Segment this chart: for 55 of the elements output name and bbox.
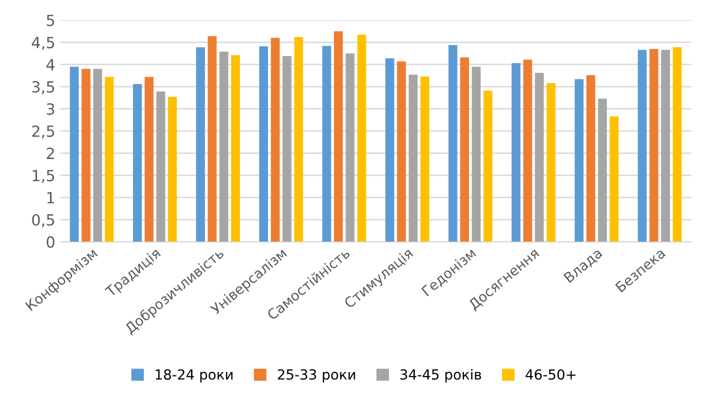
bar [282,56,292,242]
bar [420,76,430,242]
bar [196,47,205,242]
bar [132,84,142,242]
bar [93,68,102,242]
bar [144,76,154,242]
bar [357,34,366,242]
y-tick-label: 4,5 [32,36,54,50]
bar [534,72,544,242]
bar [408,74,418,242]
bar [484,90,492,242]
y-tick-label: 3,5 [32,81,54,94]
bar [546,83,556,242]
bar [104,76,114,242]
y-tick-label: 5 [46,14,54,26]
bar [385,58,394,242]
y-tick-label: 1,5 [32,170,54,183]
bar [649,48,658,242]
y-tick-label: 0 [46,236,54,248]
bar [334,31,343,242]
bar [219,52,228,242]
bar [610,116,619,242]
bar [208,36,217,242]
legend-label: 18-24 роки [156,369,233,382]
bar [586,75,596,242]
bar [598,98,607,242]
legend-label: 34-45 років [400,369,482,382]
bar [672,47,682,242]
bar [512,63,520,242]
bar [168,96,177,242]
bar [638,50,647,242]
bar [259,46,268,242]
y-tick-label: 2,5 [32,125,54,139]
legend-label: 25-33 роки [278,369,356,382]
bar [156,92,166,242]
y-tick-label: 1 [47,192,54,204]
legend-label: 46-50+ [526,369,576,380]
bar [70,66,79,242]
bar [448,44,458,242]
bar [346,53,354,242]
y-tick-label: 2 [46,148,54,159]
y-tick-label: 3 [46,103,54,115]
bar [574,79,584,242]
bar [270,38,280,242]
bar [472,66,481,242]
bar [460,57,469,242]
bar [82,68,90,242]
y-tick-label: 4 [46,59,55,70]
bar [322,46,332,242]
bar [661,50,670,242]
y-tick-label: 0,5 [32,214,54,228]
bar [523,60,532,242]
bar [294,36,304,242]
bar [231,55,240,242]
bar [397,61,406,242]
